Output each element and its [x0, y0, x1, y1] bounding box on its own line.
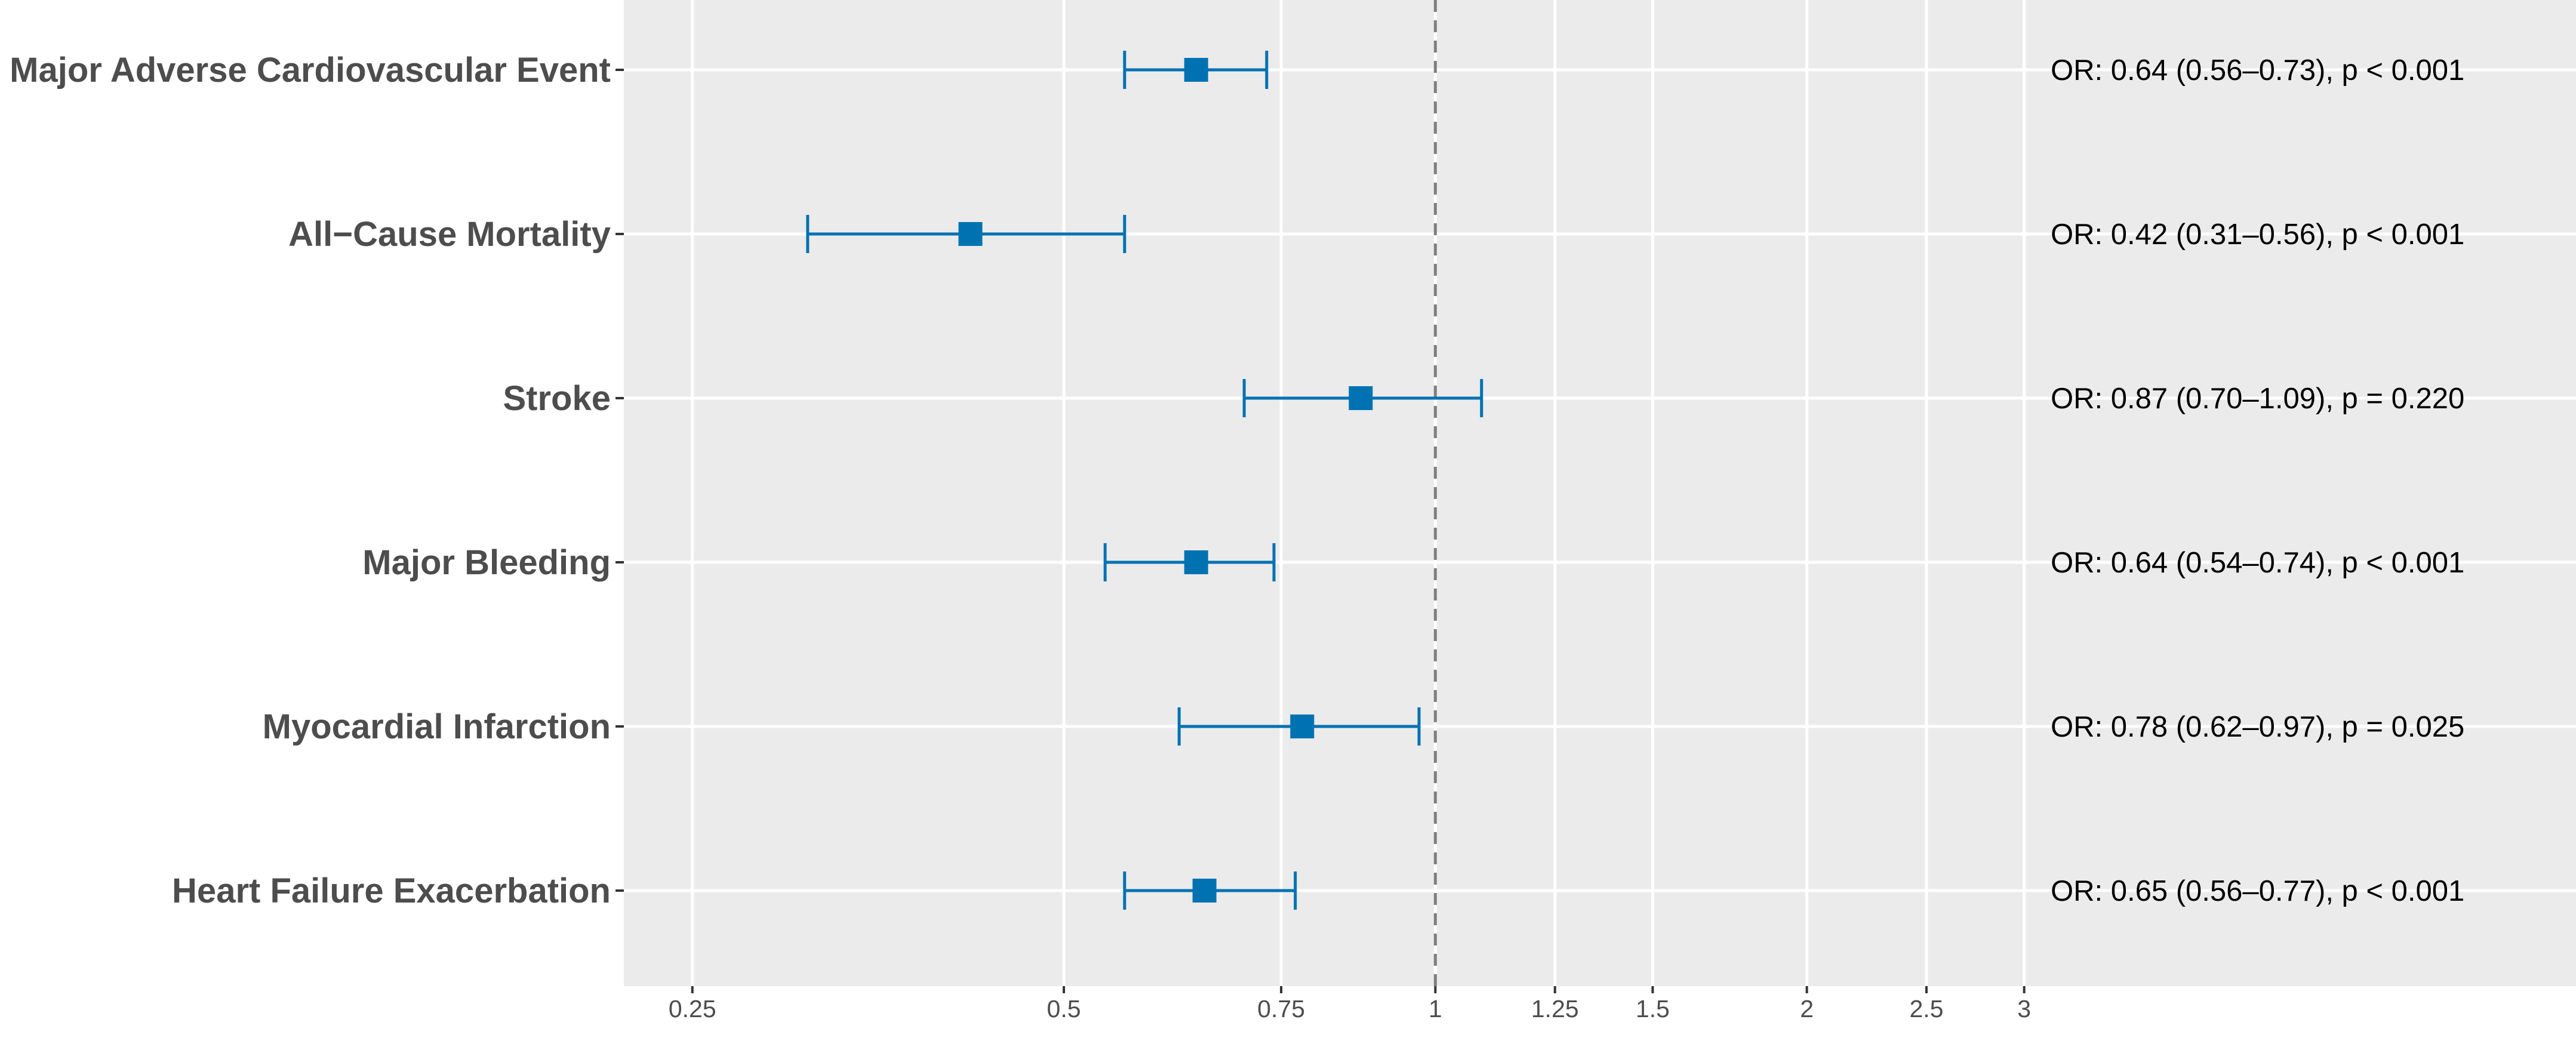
outcome-label: Major Adverse Cardiovascular Event [10, 51, 611, 90]
mark-layer [806, 51, 1484, 910]
annotation-layer: OR: 0.64 (0.56–0.73), p < 0.001 OR: 0.42 … [2051, 54, 2464, 907]
axis-layer: 0.25 0.5 0.75 1 1.25 1.5 2 2.5 3 Major Adverse Ca… [10, 51, 2031, 1023]
x-tick-label: 2 [1800, 995, 1814, 1023]
outcome-label: Myocardial Infarction [263, 707, 611, 746]
outcome-label: Stroke [503, 379, 611, 418]
or-point [1184, 550, 1208, 574]
or-point [1349, 386, 1373, 410]
or-point [1192, 879, 1217, 903]
x-tick-label: 0.5 [1047, 995, 1081, 1023]
x-tick-label: 2.5 [1909, 995, 1943, 1023]
x-tick-label: 1 [1429, 995, 1442, 1023]
or-point [1184, 58, 1208, 82]
or-annotation: OR: 0.65 (0.56–0.77), p < 0.001 [2051, 875, 2464, 907]
or-point [958, 222, 983, 246]
or-annotation: OR: 0.78 (0.62–0.97), p = 0.025 [2051, 711, 2464, 743]
or-annotation: OR: 0.42 (0.31–0.56), p < 0.001 [2051, 218, 2464, 251]
or-annotation: OR: 0.87 (0.70–1.09), p = 0.220 [2051, 383, 2464, 415]
outcome-label: All−Cause Mortality [288, 215, 611, 254]
outcome-label: Heart Failure Exacerbation [172, 871, 611, 910]
or-annotation: OR: 0.64 (0.54–0.74), p < 0.001 [2051, 547, 2464, 579]
or-annotation: OR: 0.64 (0.56–0.73), p < 0.001 [2051, 54, 2464, 87]
x-tick-label: 0.75 [1257, 995, 1305, 1023]
x-tick-label: 1.25 [1531, 995, 1579, 1023]
x-tick-label: 1.5 [1636, 995, 1670, 1023]
x-tick-label: 3 [2017, 995, 2031, 1023]
or-point [1290, 715, 1315, 738]
outcome-label: Major Bleeding [362, 543, 611, 582]
plot-panel [624, 0, 2576, 986]
x-tick-label: 0.25 [669, 995, 716, 1023]
